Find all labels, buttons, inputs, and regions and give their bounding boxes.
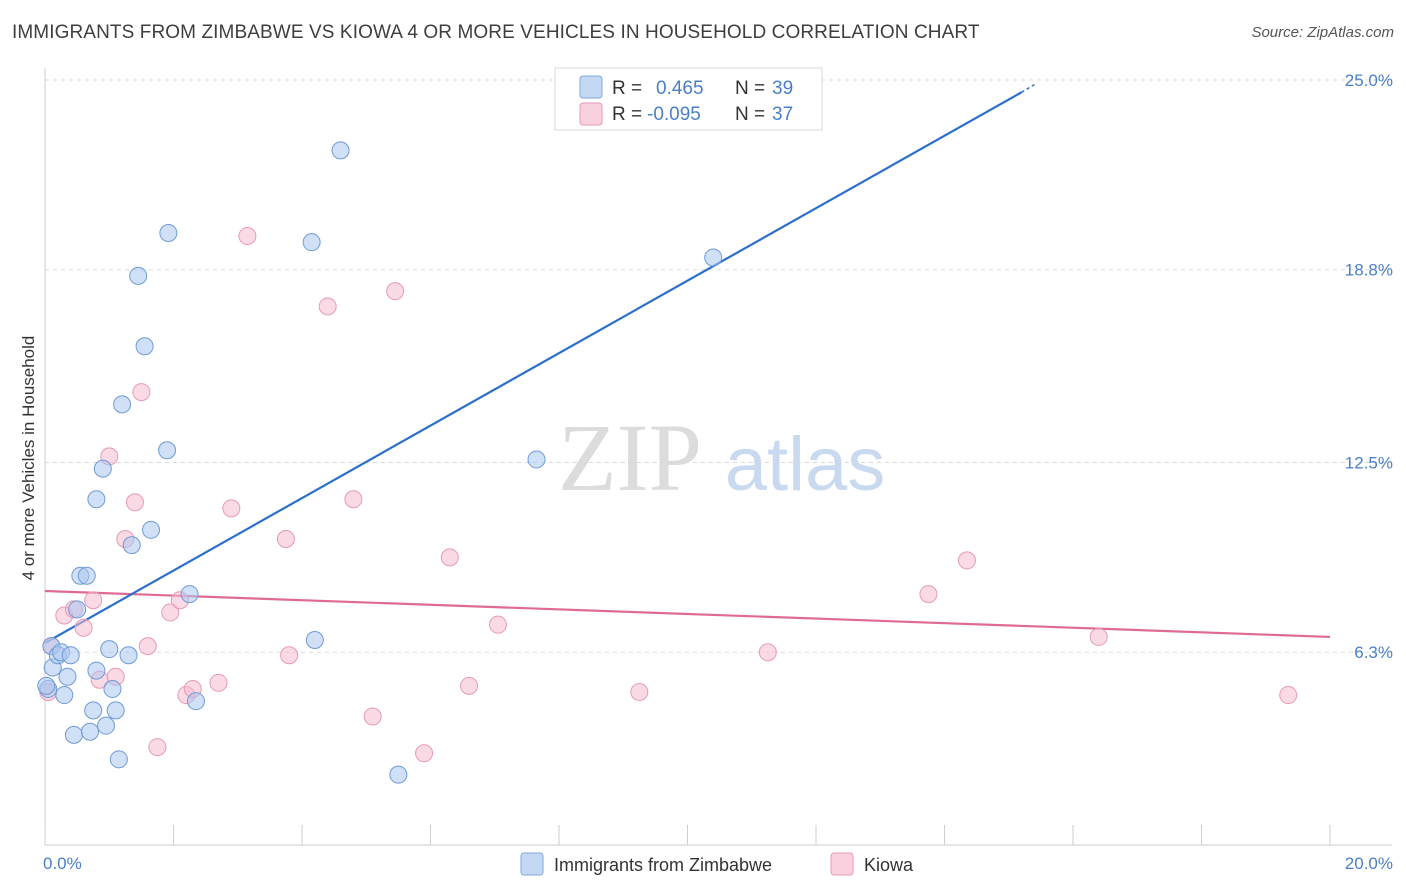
kiowa-point (74, 618, 93, 637)
zimbabwe-point (64, 725, 83, 744)
stats-legend: R = 0.465 N = 39 R = -0.095 N = 37 (554, 67, 823, 131)
stats-legend-swatch-zimbabwe (579, 75, 603, 99)
zimbabwe-point (58, 667, 77, 686)
kiowa-point (386, 282, 405, 301)
zimbabwe-trend-line (44, 91, 1023, 644)
zimbabwe-point (180, 585, 199, 604)
stats-r-value: -0.095 (647, 104, 701, 125)
zimbabwe-point (119, 646, 138, 665)
kiowa-point (238, 227, 257, 246)
zimbabwe-point (61, 646, 80, 665)
kiowa-point (125, 493, 144, 512)
zimbabwe-point (68, 600, 87, 619)
kiowa-point (148, 738, 167, 757)
axes (44, 68, 1392, 846)
source-label: Source: ZipAtlas.com (1251, 24, 1394, 41)
stats-r-label: R = (612, 104, 642, 125)
legend-swatch-kiowa (830, 852, 854, 876)
kiowa-point (363, 707, 382, 726)
zimbabwe-point (84, 701, 103, 720)
x-tick-label: 20.0% (1345, 854, 1393, 873)
zimbabwe-point (106, 701, 125, 720)
zimbabwe-point (87, 661, 106, 680)
kiowa-point (138, 637, 157, 656)
zimbabwe-point (37, 676, 56, 695)
y-tick-label: 6.3% (1354, 643, 1393, 662)
kiowa-point (1089, 627, 1108, 646)
zimbabwe-point (109, 750, 128, 769)
legend-swatch-zimbabwe (520, 852, 544, 876)
kiowa-point (1279, 686, 1298, 705)
stats-r-label: R = (612, 78, 642, 99)
y-axis-tick-labels: 6.3% 12.5% 18.8% 25.0% (1345, 71, 1393, 662)
kiowa-point (132, 383, 151, 402)
kiowa-point (758, 643, 777, 662)
stats-r-value: 0.465 (656, 78, 704, 99)
y-tick-label: 12.5% (1345, 454, 1393, 473)
trend-lines (44, 83, 1331, 644)
kiowa-point (415, 744, 434, 763)
kiowa-point (209, 673, 228, 692)
y-axis-label: 4 or more Vehicles in Household (19, 336, 38, 581)
zimbabwe-point (704, 248, 723, 267)
legend-label-kiowa: Kiowa (864, 855, 914, 875)
watermark-zip: ZIP (558, 404, 702, 511)
zimbabwe-point (87, 490, 106, 509)
zimbabwe-point (135, 337, 154, 356)
kiowa-point (957, 551, 976, 570)
stats-n-label: N = (735, 78, 765, 99)
stats-n-label: N = (735, 104, 765, 125)
kiowa-point (222, 499, 241, 518)
zimbabwe-point (97, 716, 116, 735)
y-tick-label: 18.8% (1345, 261, 1393, 280)
zimbabwe-point (55, 686, 74, 705)
zimbabwe-point (80, 722, 99, 741)
x-axis-ticks: 0.0% 20.0% (43, 825, 1393, 873)
watermark: ZIP atlas (558, 404, 885, 511)
kiowa-point (318, 297, 337, 316)
zimbabwe-point (77, 566, 96, 585)
zimbabwe-point (186, 692, 205, 711)
kiowa-trend-line (44, 589, 1331, 639)
kiowa-point (344, 490, 363, 509)
bottom-legend: Immigrants from Zimbabwe Kiowa (520, 852, 914, 876)
stats-legend-swatch-kiowa (579, 102, 603, 126)
zimbabwe-point (158, 441, 177, 460)
chart-title: IMMIGRANTS FROM ZIMBABWE VS KIOWA 4 OR M… (12, 22, 980, 43)
zimbabwe-point (331, 141, 350, 160)
zimbabwe-point (113, 395, 132, 414)
stats-n-value: 37 (772, 104, 793, 125)
watermark-atlas: atlas (725, 422, 886, 507)
kiowa-point (84, 591, 103, 610)
legend-label-zimbabwe: Immigrants from Zimbabwe (554, 855, 772, 875)
gridlines (45, 79, 1392, 653)
zimbabwe-point (129, 266, 148, 285)
kiowa-point (488, 615, 507, 634)
zimbabwe-point (103, 679, 122, 698)
y-tick-label: 25.0% (1345, 71, 1393, 90)
zimbabwe-point (305, 630, 324, 649)
kiowa-point (280, 646, 299, 665)
stats-n-value: 39 (772, 78, 793, 99)
kiowa-point (460, 676, 479, 695)
zimbabwe-points (37, 141, 723, 784)
zimbabwe-point (302, 233, 321, 252)
kiowa-point (440, 548, 459, 567)
zimbabwe-point (389, 765, 408, 784)
zimbabwe-point (142, 520, 161, 539)
zimbabwe-point (527, 450, 546, 469)
kiowa-point (276, 530, 295, 548)
kiowa-point (919, 585, 938, 604)
zimbabwe-point (122, 536, 141, 555)
kiowa-point (630, 683, 649, 701)
x-tick-label: 0.0% (43, 854, 82, 873)
zimbabwe-trend-extension (1021, 83, 1035, 93)
zimbabwe-point (93, 459, 112, 478)
kiowa-point (161, 603, 180, 622)
zimbabwe-point (159, 224, 178, 242)
zimbabwe-point (100, 640, 119, 659)
